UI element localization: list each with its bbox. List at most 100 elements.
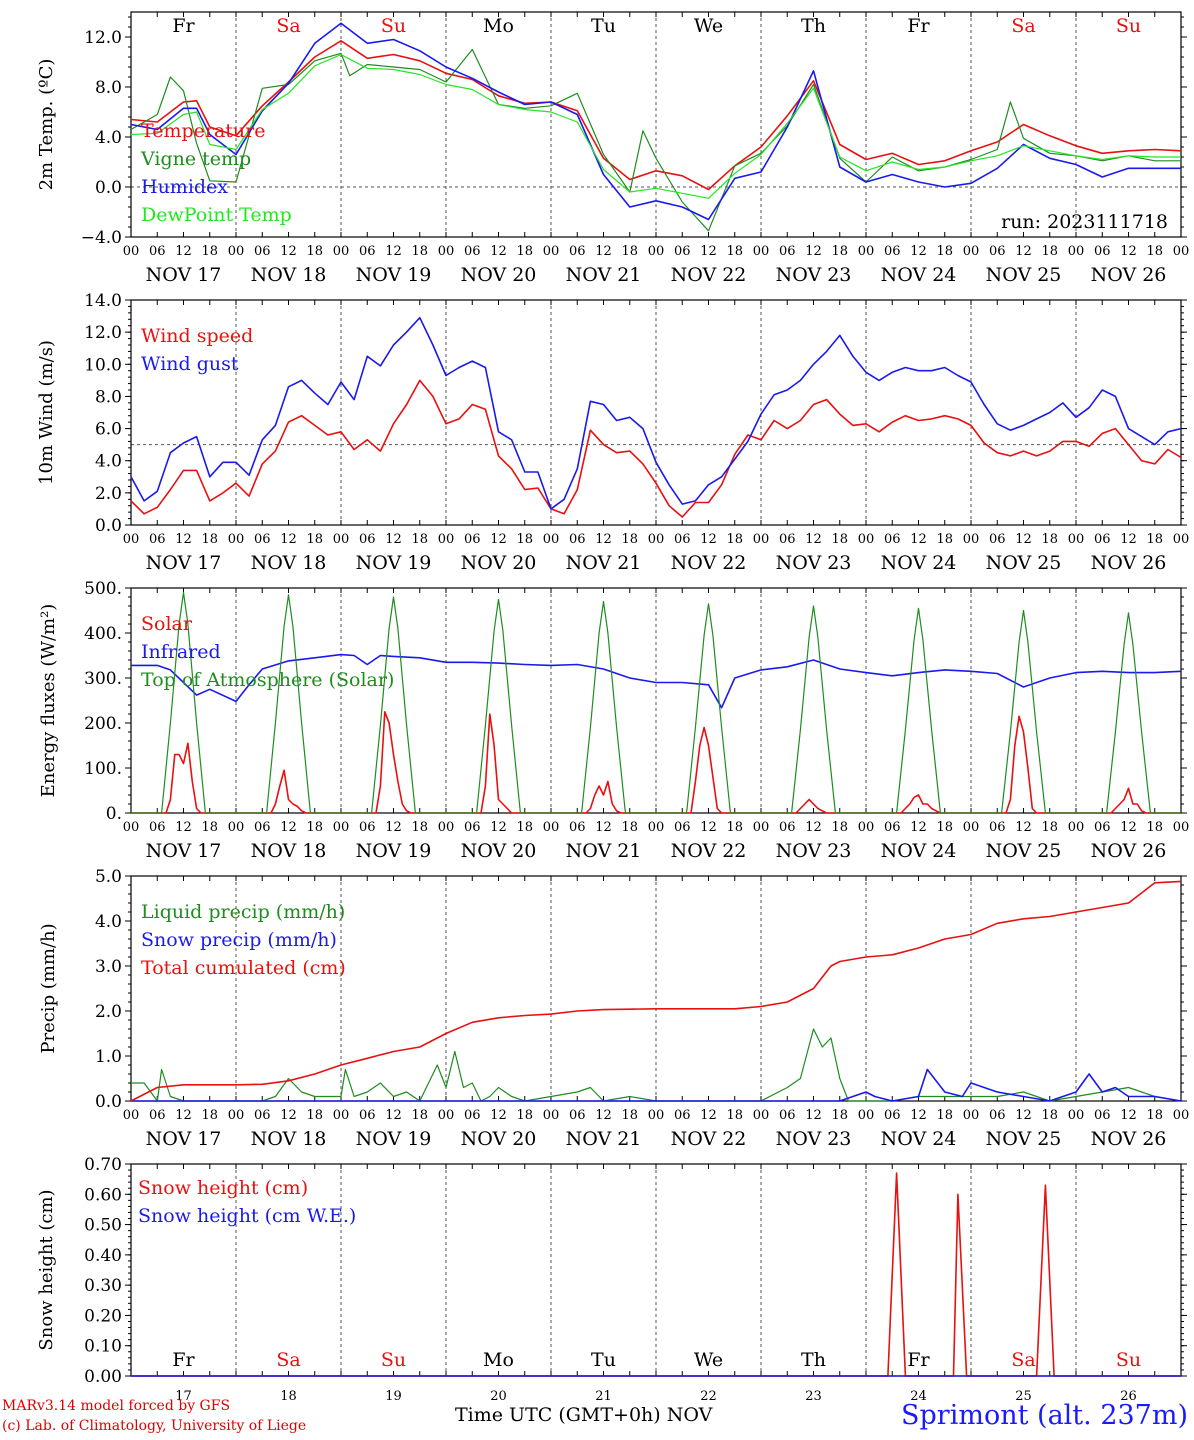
x-hour-label: 18 <box>1041 1108 1058 1123</box>
y-tick-label: 0.0 <box>95 516 122 536</box>
series-line-red <box>131 1172 1181 1377</box>
x-hour-label: 06 <box>464 532 481 547</box>
x-hour-label: 12 <box>595 1108 612 1123</box>
x-hour-label: 00 <box>963 532 980 547</box>
x-hour-label: 00 <box>753 1108 770 1123</box>
y-tick-label: 2.0 <box>95 484 122 504</box>
y-axis-title: Snow height (cm) <box>36 1189 57 1350</box>
x-hour-label: 12 <box>700 244 717 259</box>
x-hour-label: 18 <box>201 1108 218 1123</box>
y-tick-label: 10.0 <box>84 355 122 375</box>
x-hour-label: 06 <box>254 1108 271 1123</box>
legend-entry: DewPoint Temp <box>141 204 292 226</box>
weekday-label: Tu <box>591 15 616 37</box>
x-hour-label: 18 <box>936 532 953 547</box>
x-hour-label: 06 <box>884 820 901 835</box>
x-hour-label: 00 <box>648 820 665 835</box>
legend-entry: Vigne temp <box>140 148 251 170</box>
x-hour-label: 06 <box>359 1108 376 1123</box>
legend-entry: Wind gust <box>141 353 239 375</box>
x-hour-label: 06 <box>569 244 586 259</box>
x-hour-label: 00 <box>858 244 875 259</box>
x-hour-label: 06 <box>359 532 376 547</box>
x-hour-label: 00 <box>123 820 140 835</box>
y-tick-label: 400. <box>84 624 122 644</box>
legend-entry: Snow height (cm) <box>138 1177 308 1199</box>
x-hour-label: 18 <box>831 1108 848 1123</box>
x-hour-label: 06 <box>569 1108 586 1123</box>
x-day-number: 20 <box>490 1389 507 1404</box>
x-hour-label: 00 <box>123 244 140 259</box>
x-hour-label: 12 <box>490 1108 507 1123</box>
x-day-label: NOV 20 <box>461 552 537 574</box>
y-tick-label: 0.50 <box>84 1216 122 1236</box>
x-day-label: NOV 22 <box>671 840 747 862</box>
x-day-number: 19 <box>385 1389 402 1404</box>
x-day-label: NOV 24 <box>881 840 957 862</box>
x-hour-label: 18 <box>621 532 638 547</box>
x-hour-label: 12 <box>1015 532 1032 547</box>
x-hour-label: 00 <box>858 820 875 835</box>
x-hour-label: 00 <box>228 532 245 547</box>
x-hour-label: 18 <box>831 820 848 835</box>
y-tick-label: 6.0 <box>95 420 122 440</box>
weekday-label: Tu <box>591 1349 616 1371</box>
x-day-label: NOV 18 <box>251 1128 327 1150</box>
x-hour-label: 00 <box>753 820 770 835</box>
x-hour-label: 12 <box>280 820 297 835</box>
x-hour-label: 18 <box>1041 820 1058 835</box>
x-hour-label: 06 <box>464 1108 481 1123</box>
x-hour-label: 12 <box>805 244 822 259</box>
x-hour-label: 00 <box>438 1108 455 1123</box>
x-hour-label: 18 <box>201 820 218 835</box>
x-hour-label: 18 <box>201 244 218 259</box>
x-hour-label: 06 <box>1094 1108 1111 1123</box>
x-hour-label: 06 <box>1094 244 1111 259</box>
x-day-label: NOV 20 <box>461 264 537 286</box>
x-hour-label: 06 <box>569 532 586 547</box>
x-hour-label: 12 <box>1120 820 1137 835</box>
x-hour-label: 12 <box>490 532 507 547</box>
weekday-label: Sa <box>276 1349 300 1371</box>
x-hour-label: 00 <box>753 244 770 259</box>
weekday-label: Th <box>801 15 826 37</box>
x-hour-label: 18 <box>516 1108 533 1123</box>
legend-entry: Solar <box>141 613 193 635</box>
x-hour-label: 00 <box>648 532 665 547</box>
weekday-label: We <box>694 1349 723 1371</box>
x-hour-label: 00 <box>858 532 875 547</box>
x-hour-label: 00 <box>438 532 455 547</box>
y-tick-label: 100. <box>84 759 122 779</box>
panel-3: 0. 100. 200. 300. 400. 500. Energy fluxes (W/m… <box>38 579 1189 862</box>
x-day-label: NOV 17 <box>146 552 222 574</box>
series-line-blue <box>130 22 1181 221</box>
weekday-label: Fr <box>907 15 930 37</box>
y-tick-label: 0.0 <box>95 178 122 198</box>
y-tick-label: 5.0 <box>95 867 122 887</box>
x-hour-label: 12 <box>910 1108 927 1123</box>
y-tick-label: 4.0 <box>95 912 122 932</box>
x-hour-label: 00 <box>648 244 665 259</box>
legend-entry: Top of Atmosphere (Solar) <box>141 669 394 691</box>
series-line-light_green <box>130 53 1181 199</box>
x-day-number: 23 <box>805 1389 822 1404</box>
legend-entry: Liquid precip (mm/h) <box>141 901 345 923</box>
x-day-label: NOV 24 <box>881 1128 957 1150</box>
x-day-label: NOV 21 <box>566 1128 642 1150</box>
x-hour-label: 00 <box>123 1108 140 1123</box>
x-axis-month: NOV <box>666 1404 713 1426</box>
x-hour-label: 12 <box>805 820 822 835</box>
x-hour-label: 12 <box>175 532 192 547</box>
x-hour-label: 00 <box>333 820 350 835</box>
y-tick-label: 14.0 <box>84 291 122 311</box>
y-tick-label: 0.00 <box>84 1367 122 1387</box>
legend-entry: Snow precip (mm/h) <box>141 929 337 951</box>
x-hour-label: 18 <box>516 244 533 259</box>
x-hour-label: 18 <box>936 1108 953 1123</box>
y-tick-label: 0.60 <box>84 1185 122 1205</box>
y-tick-label: 0.20 <box>84 1306 122 1326</box>
x-hour-label: 12 <box>700 532 717 547</box>
x-hour-label: 18 <box>936 820 953 835</box>
x-hour-label: 12 <box>385 1108 402 1123</box>
x-hour-label: 00 <box>648 1108 665 1123</box>
